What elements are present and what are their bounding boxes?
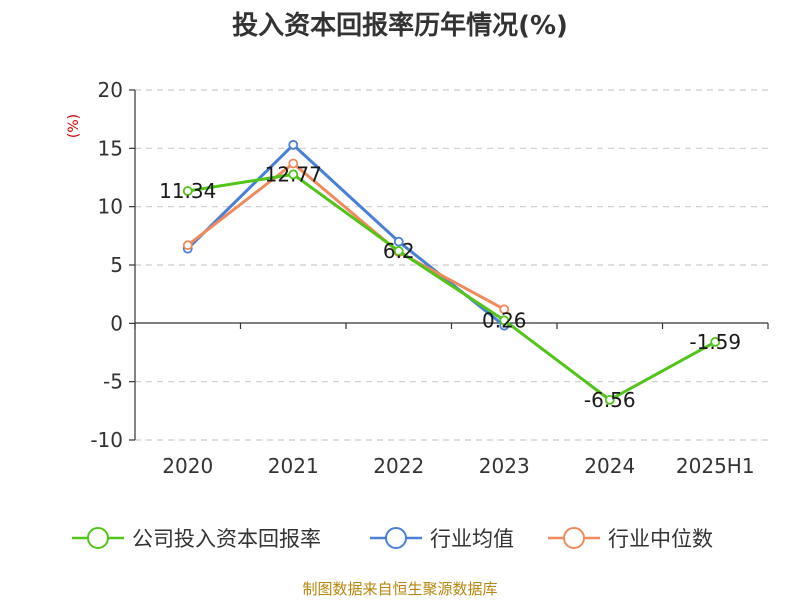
- y-tick-label: 0: [110, 311, 123, 335]
- legend-marker: [385, 527, 407, 549]
- chart-title: 投入资本回报率历年情况(%): [232, 10, 568, 41]
- data-point: [182, 240, 193, 251]
- data-point: [288, 169, 299, 180]
- data-point: [393, 246, 404, 256]
- data-label: 11.34: [159, 179, 216, 203]
- grid-lines: [135, 89, 768, 441]
- data-point: [182, 186, 193, 196]
- series-group: [182, 139, 721, 405]
- y-tick-label: -10: [90, 428, 123, 452]
- axes: 20 15 10 5 0 -5 -10 2020 2021 2022 2023 2024 2025H1: [90, 78, 769, 478]
- data-point: [393, 236, 404, 247]
- y-tick-label: 20: [98, 78, 123, 102]
- data-point: [288, 158, 299, 169]
- x-tick-label: 2023: [479, 454, 530, 478]
- x-tick-label: 2022: [373, 454, 424, 478]
- data-labels: 11.34 12.77 6.2 0.26 -6.56 -1.59: [159, 162, 741, 412]
- legend-item-0[interactable]: 公司投入资本回报率: [72, 527, 321, 551]
- data-label: -6.56: [584, 388, 636, 412]
- source-note: 制图数据来自恒生聚源数据库: [302, 580, 497, 598]
- x-tick-label: 2025H1: [676, 454, 755, 478]
- legend-label: 公司投入资本回报率: [132, 527, 321, 551]
- data-point: [499, 304, 510, 315]
- y-tick-label: 5: [110, 253, 123, 277]
- y-tick-label: -5: [103, 370, 123, 394]
- legend-label: 行业均值: [430, 527, 514, 551]
- data-point: [288, 139, 299, 150]
- data-label: 6.2: [383, 239, 415, 263]
- series-line: [186, 143, 506, 327]
- y-tick-label: 15: [98, 136, 123, 160]
- y-axis-unit: (%): [66, 114, 82, 138]
- legend-marker: [563, 527, 585, 549]
- legend-marker: [87, 527, 109, 549]
- data-point: [604, 394, 615, 405]
- x-tick-label: 2020: [162, 454, 213, 478]
- y-tick-label: 10: [98, 195, 123, 219]
- legend-label: 行业中位数: [608, 527, 713, 551]
- data-point: [710, 336, 721, 347]
- legend: 公司投入资本回报率 行业均值 行业中位数: [72, 527, 713, 551]
- legend-item-1[interactable]: 行业均值: [370, 527, 514, 551]
- x-tick-label: 2021: [268, 454, 319, 478]
- x-tick-label: 2024: [584, 454, 635, 478]
- data-label: -1.59: [689, 330, 741, 354]
- data-label: 12.77: [265, 162, 322, 186]
- series-line: [187, 172, 716, 402]
- series-0: [182, 169, 721, 405]
- data-point: [499, 315, 510, 326]
- legend-item-2[interactable]: 行业中位数: [548, 527, 713, 551]
- series-line: [186, 162, 505, 311]
- series-1: [182, 139, 510, 331]
- data-label: 0.26: [482, 308, 527, 332]
